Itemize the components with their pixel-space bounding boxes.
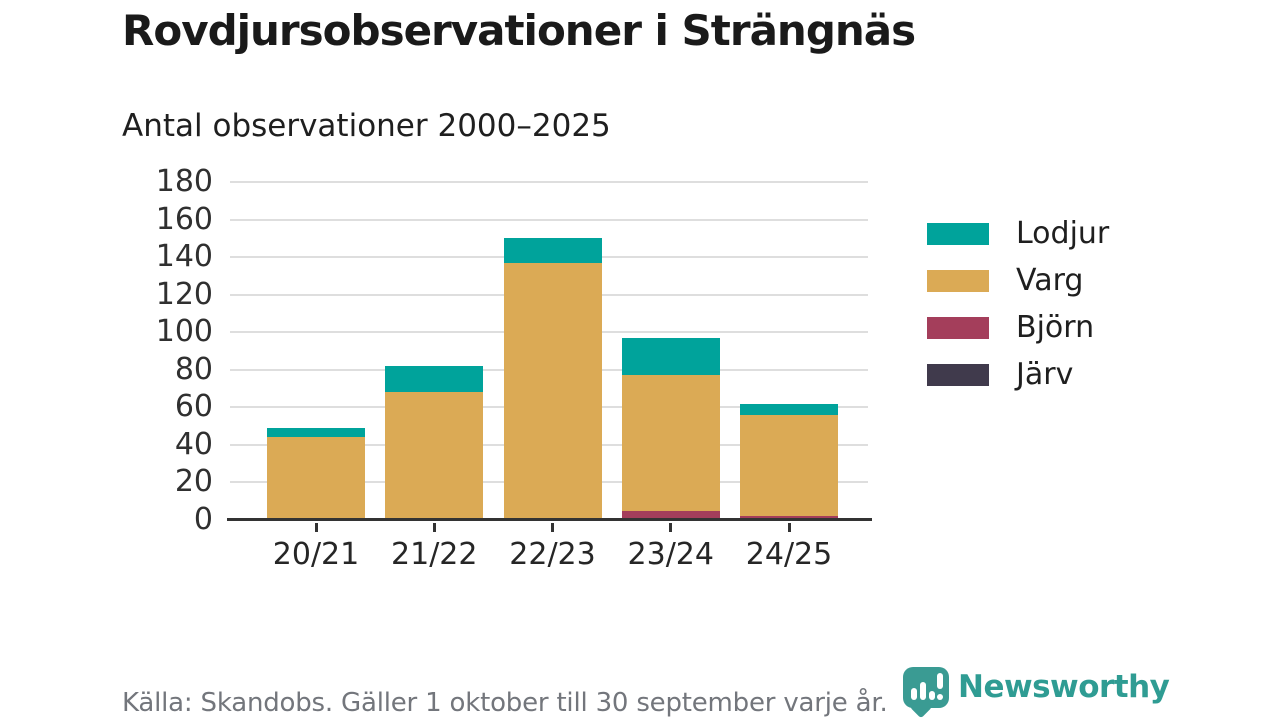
plot-area: 0 20 40 60 80 100 120 140 160 180 20/21 21/22 22/23 2… [156, 167, 872, 572]
chart-title: Rovdjursobservationer i Strängnäs [122, 6, 916, 55]
bar-segment-20/21-Lodjur [267, 428, 365, 438]
logo-bar-icon [929, 691, 935, 700]
chart-subtitle: Antal observationer 2000–2025 [122, 108, 611, 144]
legend-label-Varg: Varg [1016, 263, 1084, 298]
x-axis-tick [669, 523, 673, 532]
x-axis-tick-label: 22/23 [509, 537, 596, 572]
y-axis-tick-label: 140 [155, 239, 213, 275]
x-axis-line [227, 518, 872, 521]
logo-wordmark: Newsworthy [958, 669, 1170, 705]
bar-segment-24/25-Varg [740, 414, 838, 517]
legend-row-Björn: Björn [927, 310, 1109, 345]
y-axis-tick-label: 120 [155, 276, 213, 312]
bar-segment-21/22-Lodjur [385, 366, 484, 393]
legend-row-Lodjur: Lodjur [927, 216, 1109, 251]
legend-swatch-Lodjur [927, 222, 989, 245]
legend-swatch-Björn [927, 316, 989, 339]
legend-label-Björn: Björn [1016, 310, 1095, 345]
legend-row-Järv: Järv [927, 357, 1109, 392]
logo-bar-icon [911, 688, 917, 700]
x-axis-tick-label: 24/25 [745, 537, 833, 572]
logo-exclamation-dot-icon [937, 694, 943, 700]
logo-bar-icon [920, 682, 926, 700]
source-note: Källa: Skandobs. Gäller 1 oktober till 3… [122, 688, 888, 718]
legend-swatch-Varg [927, 269, 989, 292]
legend-row-Varg: Varg [927, 263, 1109, 298]
y-axis-tick-label: 160 [155, 201, 213, 237]
x-axis-tick-label: 20/21 [272, 537, 360, 572]
bar-segment-22/23-Lodjur [503, 238, 602, 263]
legend-label-Järv: Järv [1016, 357, 1074, 392]
x-axis-tick [432, 523, 436, 532]
legend: Lodjur Varg Björn Järv [927, 216, 1109, 404]
legend-label-Lodjur: Lodjur [1016, 216, 1110, 251]
x-axis-tick-label: 23/24 [627, 537, 714, 572]
y-axis-tick-label: 80 [174, 351, 213, 387]
y-axis-tick-label: 20 [174, 464, 213, 500]
bar-segment-23/24-Varg [621, 375, 720, 511]
bar-segment-23/24-Lodjur [621, 337, 720, 376]
y-axis-tick-label: 0 [193, 502, 213, 537]
bar-segment-21/22-Varg [385, 392, 484, 520]
newsworthy-logo: Newsworthy [903, 666, 1183, 720]
y-axis-tick-label: 180 [155, 164, 213, 199]
gridline-160 [230, 218, 868, 221]
bar-segment-24/25-Lodjur [740, 403, 838, 415]
x-axis-tick [551, 523, 554, 532]
legend-swatch-Järv [927, 363, 989, 386]
x-axis-tick [787, 523, 791, 532]
bar-segment-22/23-Varg [503, 262, 602, 520]
x-axis-tick [314, 523, 318, 532]
y-axis-tick-label: 40 [174, 426, 213, 462]
gridline-180 [230, 181, 868, 183]
x-axis-tick-label: 21/22 [391, 537, 478, 572]
speech-bubble-bar-chart-icon [903, 667, 949, 708]
y-axis-tick-label: 60 [174, 389, 213, 425]
logo-exclamation-icon [937, 673, 943, 689]
y-axis-tick-label: 100 [155, 314, 213, 350]
bar-segment-23/24-Björn [621, 510, 720, 520]
bar-segment-20/21-Varg [267, 437, 365, 520]
